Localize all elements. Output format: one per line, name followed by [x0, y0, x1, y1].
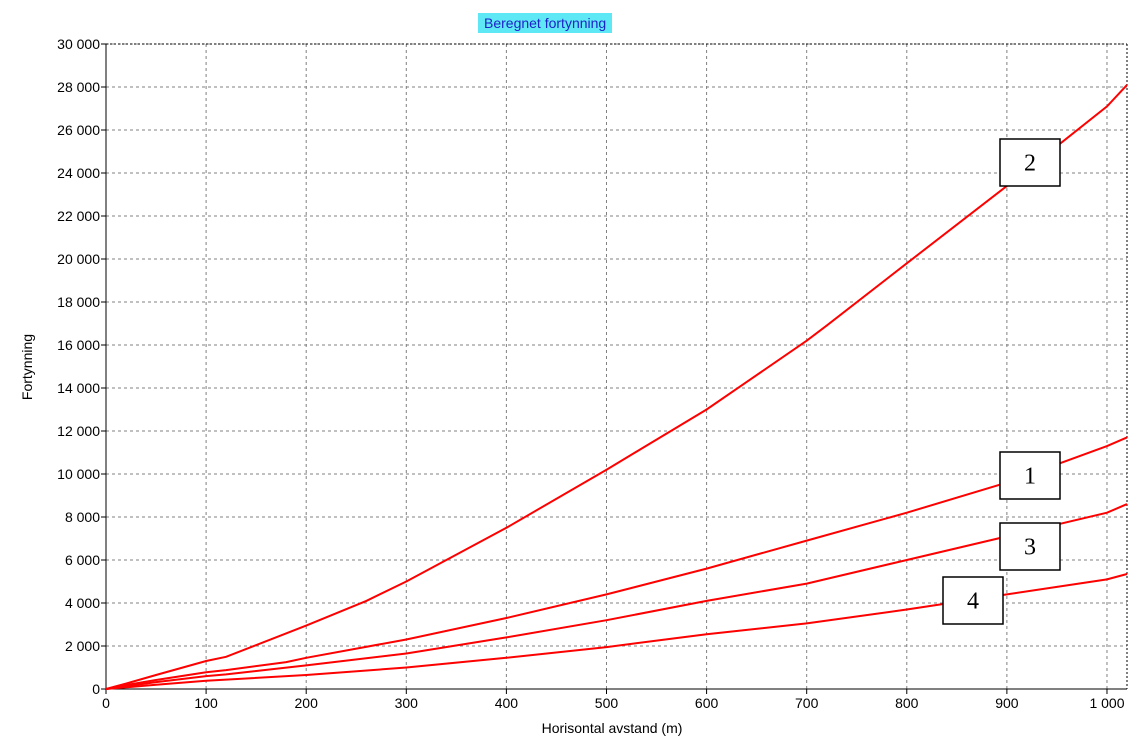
series-line-1	[105, 436, 1128, 690]
y-tick-label: 26 000	[57, 122, 100, 138]
y-tick-label: 4 000	[65, 595, 100, 611]
x-tick-label: 100	[194, 695, 218, 711]
x-tick-label: 0	[102, 695, 110, 711]
y-tick-label: 16 000	[57, 337, 100, 353]
y-tick-label: 6 000	[65, 552, 100, 568]
series-label-boxes: 2 1 3 4	[942, 138, 1061, 625]
series-line-2	[105, 84, 1128, 690]
y-tick-label: 8 000	[65, 509, 100, 525]
series-label-1: 1	[1024, 464, 1036, 490]
series-label-2: 2	[1024, 151, 1036, 177]
y-tick-label: 12 000	[57, 423, 100, 439]
y-tick-label: 14 000	[57, 380, 100, 396]
grid-lines	[106, 43, 1127, 689]
y-tick-label: 30 000	[57, 36, 100, 52]
series-label-box-1	[999, 451, 1061, 500]
y-tick-label: 10 000	[57, 466, 100, 482]
axes	[101, 43, 1128, 694]
x-tick-label: 800	[895, 695, 919, 711]
series-label-box-3	[999, 522, 1061, 571]
y-tick-label: 28 000	[57, 79, 100, 95]
x-tick-label: 500	[595, 695, 619, 711]
x-tick-label: 400	[495, 695, 519, 711]
y-tick-label: 2 000	[65, 638, 100, 654]
x-tick-label: 1 000	[1089, 695, 1124, 711]
x-axis-title: Horisontal avstand (m)	[542, 720, 683, 736]
x-tick-label: 600	[695, 695, 719, 711]
x-tick-label: 700	[795, 695, 819, 711]
y-tick-labels: 0 2 000 4 000 6 000 8 000 10 000 12 000 14 000 1…	[57, 36, 100, 697]
series-line-3	[105, 503, 1128, 690]
series-label-4: 4	[967, 589, 979, 615]
y-tick-label: 24 000	[57, 165, 100, 181]
series-label-box-2	[999, 138, 1061, 187]
y-tick-label: 0	[92, 681, 100, 697]
series-label-3: 3	[1024, 535, 1036, 561]
x-tick-label: 900	[995, 695, 1019, 711]
x-tick-label: 300	[395, 695, 419, 711]
y-tick-label: 22 000	[57, 208, 100, 224]
y-axis-title: Fortynning	[19, 334, 35, 400]
chart-title: Beregnet fortynning	[478, 13, 613, 33]
x-tick-labels: 0 100 200 300 400 500 600 700 800 900 1 000	[102, 695, 1125, 711]
series-label-box-4	[942, 576, 1004, 625]
y-tick-label: 18 000	[57, 294, 100, 310]
x-tick-label: 200	[295, 695, 319, 711]
y-tick-label: 20 000	[57, 251, 100, 267]
